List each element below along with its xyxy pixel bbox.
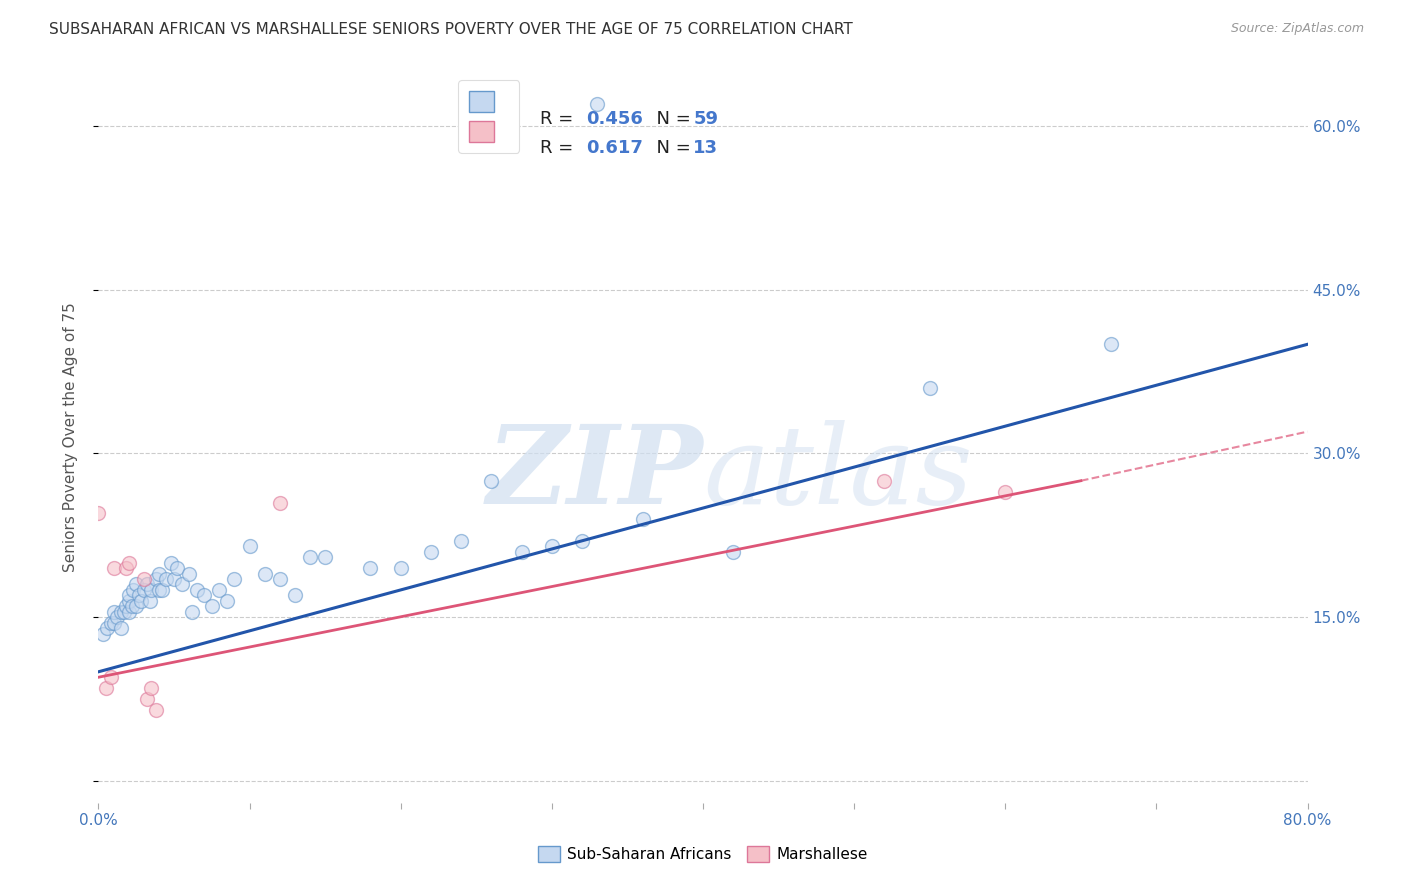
Point (129, 594, 152, 608)
Point (114, 561, 136, 575)
Point (170, 577, 193, 591)
Point (103, 605, 125, 619)
Point (163, 572, 186, 586)
Point (224, 572, 246, 586)
Point (118, 588, 141, 602)
Text: 59: 59 (693, 110, 718, 128)
Text: 0.617: 0.617 (586, 139, 643, 157)
Point (571, 533, 593, 548)
Point (481, 474, 503, 488)
Point (586, 97, 609, 112)
Point (132, 572, 155, 586)
Point (94, 681, 117, 695)
Point (450, 533, 472, 548)
Point (208, 582, 231, 597)
Point (87, 507, 110, 521)
Point (121, 599, 143, 614)
Point (181, 605, 204, 619)
Point (299, 550, 322, 565)
Text: 0.456: 0.456 (586, 110, 643, 128)
Text: N =: N = (645, 110, 696, 128)
Text: atlas: atlas (703, 420, 973, 527)
Point (201, 599, 224, 614)
Point (125, 599, 148, 614)
Point (148, 566, 170, 581)
Legend: Sub-Saharan Africans, Marshallese: Sub-Saharan Africans, Marshallese (533, 840, 873, 868)
Point (360, 561, 382, 575)
Point (269, 572, 291, 586)
Point (103, 615, 125, 630)
Point (118, 556, 141, 570)
Point (110, 605, 132, 619)
Point (150, 582, 173, 597)
Point (128, 588, 150, 602)
Point (239, 539, 262, 553)
Text: R =: R = (540, 139, 579, 157)
Point (141, 582, 163, 597)
Point (179, 566, 201, 581)
Point (284, 588, 307, 602)
Point (118, 605, 141, 619)
Point (918, 381, 941, 395)
Point (540, 539, 562, 553)
Point (135, 692, 157, 706)
Point (96, 621, 118, 635)
Point (873, 474, 896, 488)
Point (114, 599, 136, 614)
Point (420, 545, 443, 559)
Point (389, 561, 412, 575)
Point (145, 572, 167, 586)
Point (1099, 337, 1122, 351)
Point (510, 545, 533, 559)
Point (994, 484, 1017, 499)
Point (253, 566, 276, 581)
Point (145, 703, 167, 717)
Point (723, 545, 745, 559)
Point (105, 610, 128, 624)
Text: 13: 13 (693, 139, 718, 157)
Point (118, 594, 141, 608)
Point (215, 594, 238, 608)
Point (186, 582, 208, 597)
Point (112, 605, 135, 619)
Point (100, 615, 122, 630)
Point (139, 594, 162, 608)
Point (135, 577, 157, 591)
Text: SUBSAHARAN AFRICAN VS MARSHALLESE SENIORS POVERTY OVER THE AGE OF 75 CORRELATION: SUBSAHARAN AFRICAN VS MARSHALLESE SENIOR… (49, 22, 853, 37)
Point (100, 670, 122, 684)
Point (141, 681, 163, 695)
Point (269, 495, 291, 509)
Point (148, 582, 170, 597)
Point (91, 626, 114, 640)
Point (166, 561, 188, 575)
Text: ZIP: ZIP (486, 420, 703, 527)
Point (122, 582, 145, 597)
Point (193, 588, 215, 602)
Point (155, 572, 177, 586)
Text: N =: N = (645, 139, 696, 157)
Point (125, 577, 148, 591)
Y-axis label: Seniors Poverty Over the Age of 75: Seniors Poverty Over the Age of 75 (63, 302, 77, 572)
Point (631, 512, 654, 526)
Point (110, 621, 132, 635)
Point (314, 550, 336, 565)
Point (132, 582, 155, 597)
Text: Source: ZipAtlas.com: Source: ZipAtlas.com (1230, 22, 1364, 36)
Point (103, 561, 125, 575)
Text: R =: R = (540, 110, 579, 128)
Point (160, 556, 183, 570)
